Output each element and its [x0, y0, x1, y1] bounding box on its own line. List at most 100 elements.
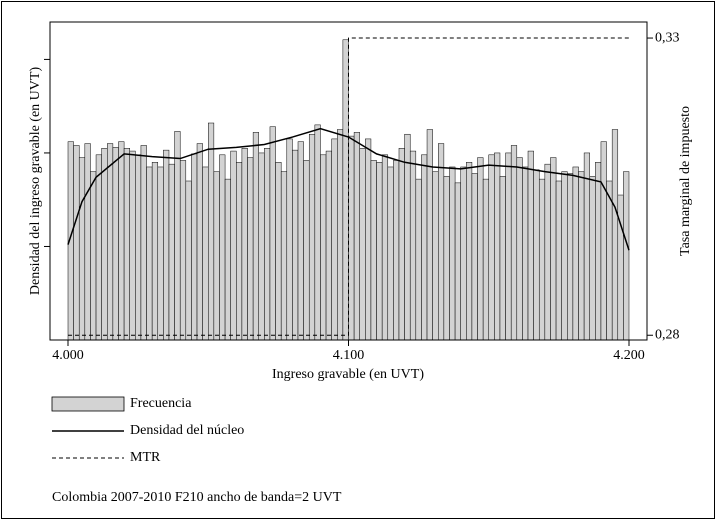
histogram-bar [600, 141, 607, 341]
histogram-bar [286, 138, 293, 341]
histogram-bar [415, 178, 422, 341]
histogram-bar [583, 152, 590, 341]
histogram-bar [606, 180, 613, 341]
histogram-bar [208, 122, 215, 341]
histogram-bar [381, 154, 389, 341]
histogram-bar [572, 166, 579, 341]
histogram-bar [510, 145, 518, 341]
histogram-bar [482, 178, 490, 341]
histogram-bar [387, 166, 394, 341]
histogram-bar [123, 148, 130, 341]
histogram-bar [101, 148, 108, 341]
x-tick-label: 4.200 [613, 348, 645, 363]
histogram-bar [185, 180, 192, 341]
y2-tick-label: 0,33 [655, 30, 680, 45]
histogram-bar [118, 141, 125, 341]
histogram-bar [73, 145, 80, 341]
histogram-bar [84, 143, 91, 341]
y2-tick-label: 0,28 [655, 327, 680, 342]
histogram-bar [409, 150, 417, 341]
histogram-bar [611, 129, 619, 341]
histogram-bar [78, 157, 86, 341]
histogram-bar [359, 148, 366, 341]
histogram-bar [280, 171, 288, 341]
note: Colombia 2007-2010 F210 ancho de banda=2… [52, 490, 342, 505]
histogram-bar [550, 157, 557, 341]
histogram-bar [516, 157, 523, 341]
histogram-bar [241, 148, 248, 341]
histogram-bar [314, 124, 321, 341]
histogram-bar [224, 178, 231, 341]
histogram-bar [90, 171, 97, 341]
legend-label: MTR [130, 450, 161, 465]
histogram-bar [163, 149, 170, 341]
histogram-bar [303, 160, 310, 341]
histogram-bar [168, 163, 175, 341]
histogram-bar [370, 160, 377, 341]
histogram-bar [337, 129, 344, 341]
histogram-bar [432, 171, 439, 341]
mtr-line [68, 37, 629, 336]
histogram-bar [202, 166, 209, 341]
histogram-bar [589, 176, 596, 341]
x-axis-label: Ingreso gravable (en UVT) [272, 367, 424, 382]
histogram-bar [107, 143, 114, 341]
histogram-bar [522, 166, 529, 341]
histogram-bar [449, 166, 456, 341]
histogram-bar [292, 149, 299, 341]
histogram-bar [331, 138, 338, 341]
y-axis-label: Densidad del ingreso gravable (en UVT) [28, 67, 43, 296]
histogram-bar [365, 138, 372, 341]
histogram-bar [219, 154, 226, 341]
histogram-bar [623, 171, 630, 341]
histogram-bar [499, 176, 506, 341]
histogram-bar [438, 143, 445, 341]
histogram-bar [95, 154, 102, 341]
histogram-bar [426, 129, 433, 341]
histogram-bar [174, 131, 181, 341]
histogram-bar [443, 176, 450, 341]
x-tick-label: 4.100 [333, 348, 365, 363]
histogram-bar [533, 169, 540, 341]
histogram-bar [135, 154, 142, 341]
y2-axis-label: Tasa marginal de impuesto [678, 106, 693, 256]
legend-swatch [51, 396, 125, 412]
histogram-bar [179, 160, 187, 341]
histogram-bar [247, 157, 254, 341]
histogram-bar [252, 132, 259, 341]
histogram-bar [275, 162, 282, 341]
histogram-bar [353, 132, 360, 341]
histogram-bar [471, 173, 478, 341]
histogram-bar [460, 166, 467, 341]
histogram-bar [494, 152, 501, 341]
histogram-bar [191, 153, 198, 341]
histogram-bar [151, 162, 159, 341]
histogram-bar [213, 171, 220, 341]
histogram-bar [421, 154, 428, 341]
histogram-bar [595, 162, 602, 341]
histogram-bar [157, 166, 164, 341]
histogram-bar [477, 157, 484, 341]
histogram-bar [527, 150, 534, 341]
x-tick-label: 4.000 [52, 348, 84, 363]
histogram-bar [505, 152, 512, 341]
histogram-bar [578, 171, 585, 341]
histogram-bar [140, 145, 147, 341]
histogram-bar [538, 178, 546, 341]
histogram-bar [393, 160, 400, 341]
histogram-bar [264, 148, 271, 341]
histogram-bar [320, 154, 327, 341]
legend-label: Frecuencia [130, 396, 192, 411]
histogram-bar [308, 133, 316, 341]
histogram-bar [544, 163, 551, 341]
histogram-bar [561, 171, 568, 341]
histogram-bar [398, 148, 405, 341]
histogram-bar [488, 154, 495, 341]
histogram-bar [230, 150, 237, 341]
histogram-bar [555, 180, 562, 341]
histogram-bar [112, 147, 119, 341]
legend-label: Densidad del núcleo [130, 423, 244, 438]
histogram-bar [454, 182, 461, 341]
histogram-bar [348, 135, 355, 341]
